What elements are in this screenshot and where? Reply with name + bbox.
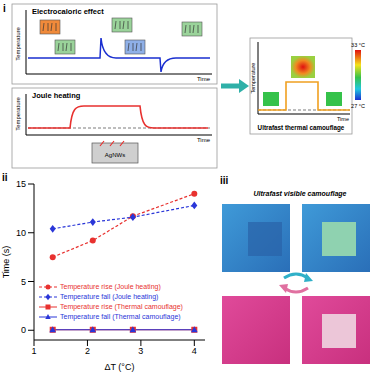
- svg-text:Ultrafast thermal camouflage: Ultrafast thermal camouflage: [258, 124, 345, 132]
- html-text:Temperature fall (Joule heatin: Temperature fall (Joule heating): [60, 293, 159, 300]
- svg-text:2: 2: [85, 346, 90, 356]
- html-text:Temperature rise (Joule heatin: Temperature rise (Joule heating): [60, 283, 161, 290]
- svg-text:0: 0: [21, 325, 26, 335]
- svg-text:Temperature: Temperature: [15, 96, 21, 130]
- svg-text:Temperature: Temperature: [250, 63, 256, 94]
- svg-text:15: 15: [16, 179, 26, 189]
- svg-text:AgNWs: AgNWs: [105, 152, 125, 158]
- svg-text:Time (s): Time (s): [1, 246, 11, 279]
- svg-text:Ultrafast visible camouflage: Ultrafast visible camouflage: [254, 190, 347, 198]
- svg-text:ΔT (°C): ΔT (°C): [105, 362, 135, 372]
- svg-text:Electrocaloric effect: Electrocaloric effect: [32, 7, 104, 16]
- svg-text:Joule heating: Joule heating: [32, 91, 81, 100]
- svg-text:Time: Time: [197, 137, 211, 143]
- html-text:ii: ii: [2, 172, 8, 183]
- svg-text:Time: Time: [197, 76, 211, 82]
- svg-text:Time: Time: [337, 116, 349, 122]
- svg-text:Temperature: Temperature: [15, 26, 21, 60]
- svg-text:4: 4: [192, 346, 197, 356]
- svg-text:5: 5: [21, 277, 26, 287]
- html-text:Temperature fall (Thermal camo: Temperature fall (Thermal camouflage): [60, 313, 181, 320]
- svg-text:iii: iii: [220, 175, 229, 186]
- svg-text:3: 3: [138, 346, 143, 356]
- svg-text:33 °C: 33 °C: [351, 42, 365, 48]
- html-text:Temperature rise (Thermal camo: Temperature rise (Thermal camouflage): [60, 303, 183, 310]
- svg-text:27 °C: 27 °C: [351, 103, 365, 109]
- svg-text:10: 10: [16, 228, 26, 238]
- svg-text:i: i: [3, 3, 6, 14]
- svg-text:1: 1: [31, 346, 36, 356]
